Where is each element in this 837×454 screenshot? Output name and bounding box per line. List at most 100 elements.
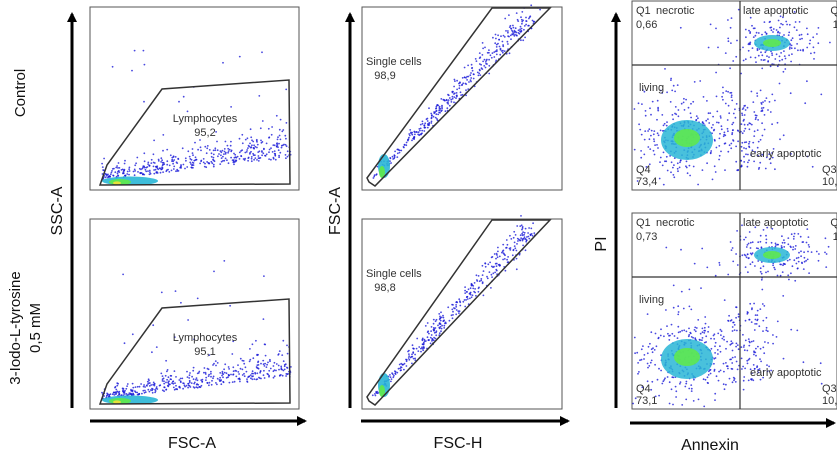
event-dot: [638, 371, 640, 373]
event-dot: [782, 134, 785, 137]
event-dot: [649, 361, 652, 364]
event-dot: [441, 104, 443, 107]
event-dot: [751, 24, 753, 27]
event-dot: [705, 119, 708, 122]
event-dot: [216, 149, 219, 152]
event-dot: [195, 158, 198, 161]
event-dot: [670, 77, 672, 80]
event-dot: [661, 130, 664, 132]
event-dot: [213, 160, 216, 163]
event-dot: [640, 156, 643, 159]
event-dot: [285, 137, 287, 140]
event-dot: [230, 106, 233, 108]
event-dot: [205, 166, 208, 169]
event-dot: [519, 225, 522, 228]
event-dot: [210, 160, 213, 163]
event-dot: [169, 378, 172, 380]
event-dot: [498, 38, 500, 41]
event-dot: [782, 357, 785, 360]
event-dot: [452, 314, 454, 316]
event-dot: [714, 357, 717, 359]
event-dot: [228, 374, 230, 377]
event-dot: [707, 326, 710, 328]
event-dot: [736, 230, 738, 232]
event-dot: [671, 376, 674, 379]
event-dot: [719, 345, 721, 348]
event-dot: [702, 378, 705, 381]
event-dot: [718, 370, 720, 373]
event-dot: [232, 370, 235, 373]
event-dot: [736, 368, 739, 371]
event-dot: [776, 274, 779, 277]
event-dot: [467, 88, 470, 90]
event-dot: [454, 80, 456, 82]
event-dot: [426, 322, 429, 324]
event-dot: [641, 103, 643, 105]
event-dot: [795, 262, 798, 265]
event-dot: [471, 67, 473, 69]
event-dot: [731, 247, 734, 249]
event-dot: [411, 355, 414, 358]
event-dot: [744, 319, 747, 322]
event-dot: [256, 141, 258, 143]
event-dot: [195, 386, 198, 389]
event-dot: [513, 230, 516, 233]
event-dot: [474, 288, 476, 290]
event-dot: [794, 47, 796, 50]
event-dot: [724, 169, 726, 172]
event-dot: [179, 380, 182, 383]
event-dot: [166, 370, 168, 373]
event-dot: [167, 376, 170, 379]
event-dot: [783, 239, 785, 242]
event-dot: [708, 370, 710, 373]
event-dot: [777, 31, 779, 34]
event-dot: [247, 376, 250, 378]
event-dot: [818, 253, 820, 255]
event-dot: [674, 90, 676, 93]
event-dot: [285, 145, 288, 148]
event-dot: [470, 72, 472, 74]
event-dot: [478, 280, 481, 283]
event-dot: [459, 91, 462, 94]
event-dot: [481, 281, 484, 284]
event-dot: [495, 46, 498, 48]
event-dot: [390, 378, 393, 380]
event-dot: [375, 392, 378, 394]
event-dot: [161, 168, 164, 170]
event-dot: [117, 162, 120, 164]
event-dot: [135, 162, 138, 165]
event-dot: [252, 147, 255, 149]
quadrant-label: early apoptotic: [750, 148, 822, 160]
event-dot: [432, 327, 435, 329]
event-dot: [148, 385, 151, 387]
event-dot: [219, 150, 222, 153]
event-dot: [752, 36, 755, 38]
event-dot: [249, 358, 252, 361]
event-dot: [757, 371, 760, 374]
event-dot: [668, 339, 671, 341]
event-dot: [504, 254, 506, 257]
event-dot: [197, 383, 200, 386]
event-dot: [210, 155, 213, 158]
event-dot: [732, 140, 735, 142]
event-dot: [666, 325, 668, 327]
event-dot: [423, 130, 426, 132]
event-dot: [273, 369, 276, 371]
event-dot: [722, 98, 724, 101]
event-dot: [730, 340, 733, 343]
event-dot: [252, 375, 254, 378]
event-dot: [512, 24, 514, 27]
event-dot: [759, 89, 762, 92]
event-dot: [650, 134, 652, 137]
event-dot: [675, 390, 678, 393]
event-dot: [393, 157, 396, 160]
event-dot: [143, 63, 146, 66]
event-dot: [131, 382, 134, 385]
event-dot: [811, 165, 814, 168]
event-dot: [782, 295, 785, 297]
event-dot: [806, 228, 809, 231]
event-dot: [736, 329, 738, 332]
event-dot: [798, 21, 801, 23]
event-dot: [191, 375, 194, 378]
gate-label: Single cells: [366, 56, 422, 68]
